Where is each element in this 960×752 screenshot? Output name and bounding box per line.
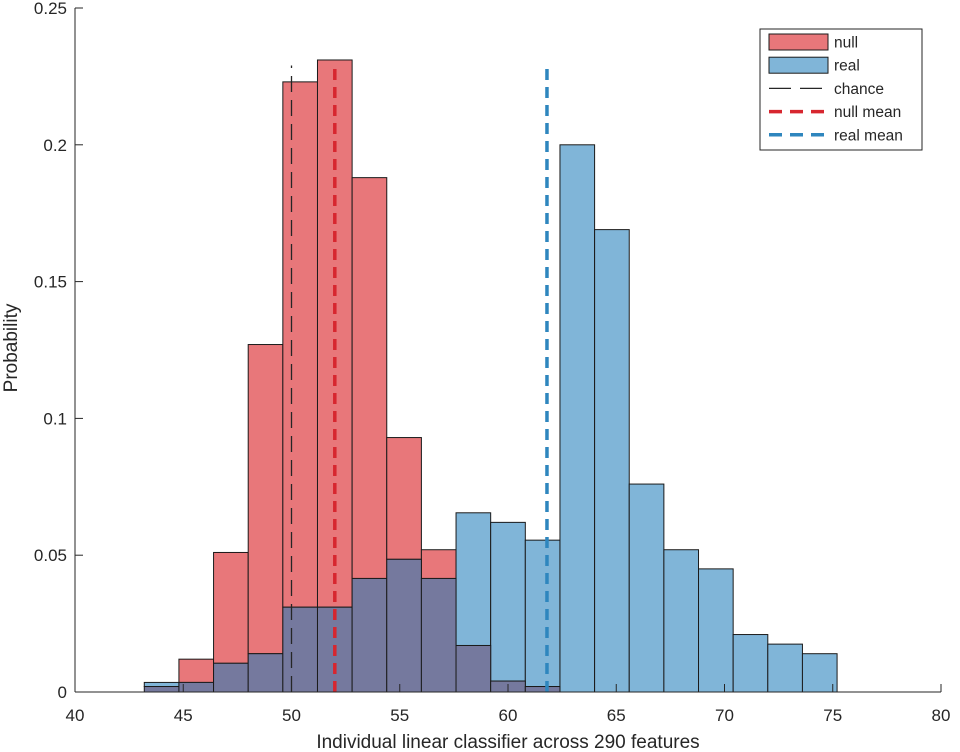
- overlap-bar-11: [524, 686, 561, 693]
- overlap-bar-8: [420, 577, 457, 693]
- legend-box: [759, 28, 923, 151]
- x-tick-label: 40: [66, 706, 85, 725]
- overlap-bar-0: [143, 686, 180, 693]
- null-bar-3: [247, 344, 284, 655]
- overlap-bar-6: [351, 577, 388, 693]
- null-bar-8: [420, 549, 457, 579]
- y-tick-label: 0.2: [43, 136, 67, 155]
- y-axis-label: Probability: [1, 303, 22, 392]
- real-bar-0: [143, 681, 180, 688]
- x-tick-label: 65: [607, 706, 626, 725]
- ticks: 40 45 50 55 60 65 70 75 80 0 0.05 0.1 0.15 0.2 0.25: [34, 0, 951, 725]
- legend-label-null-mean: null mean: [834, 104, 901, 121]
- real-bar-13: [594, 229, 630, 693]
- y-tick-label: 0.1: [43, 409, 67, 428]
- real-bar-18: [767, 643, 803, 693]
- reference-lines: [290, 65, 549, 692]
- overlap-bar-2: [213, 662, 249, 693]
- legend-swatch-null: [768, 33, 829, 51]
- null-bar-2: [213, 551, 249, 664]
- real-bar-15: [663, 549, 700, 693]
- real-bar-14: [628, 483, 665, 693]
- real-bar-16: [698, 568, 734, 693]
- null-bar-6: [351, 177, 388, 579]
- real-bar-19: [801, 653, 838, 693]
- x-tick-label: 70: [715, 706, 734, 725]
- x-axis-label: Individual linear classifier across 290 …: [316, 732, 699, 752]
- legend-label-null: null: [834, 35, 858, 52]
- null-bar-1: [178, 658, 215, 683]
- y-tick-label: 0: [58, 683, 67, 702]
- legend-label-real-mean: real mean: [834, 127, 903, 144]
- overlap-bar-3: [247, 653, 284, 693]
- legend: null real chance null mean real mean: [759, 28, 923, 151]
- x-tick-label: 45: [174, 706, 193, 725]
- real-bar-17: [732, 634, 769, 693]
- overlap-bar-7: [386, 558, 422, 693]
- null-bar-4: [282, 81, 318, 608]
- y-tick-label: 0.05: [34, 546, 67, 565]
- x-tick-label: 80: [932, 706, 951, 725]
- x-tick-label: 50: [282, 706, 301, 725]
- y-tick-label: 0.25: [34, 0, 67, 18]
- legend-label-chance: chance: [834, 81, 884, 98]
- x-tick-label: 75: [823, 706, 842, 725]
- x-tick-label: 55: [390, 706, 409, 725]
- real-bars: [143, 144, 838, 693]
- y-tick-label: 0.15: [34, 273, 67, 292]
- x-tick-label: 60: [499, 706, 518, 725]
- legend-label-real: real: [834, 58, 860, 75]
- overlap-bar-1: [178, 681, 215, 693]
- null-bars: [178, 59, 457, 683]
- real-bar-9: [455, 512, 492, 646]
- overlap-bar-9: [455, 644, 492, 693]
- real-bar-11: [524, 539, 561, 688]
- null-bar-7: [386, 437, 422, 560]
- overlap-bars: [143, 558, 561, 693]
- legend-swatch-real: [768, 56, 829, 74]
- real-bar-10: [490, 521, 526, 682]
- overlap-bar-4: [282, 606, 318, 693]
- real-bar-12: [559, 144, 596, 693]
